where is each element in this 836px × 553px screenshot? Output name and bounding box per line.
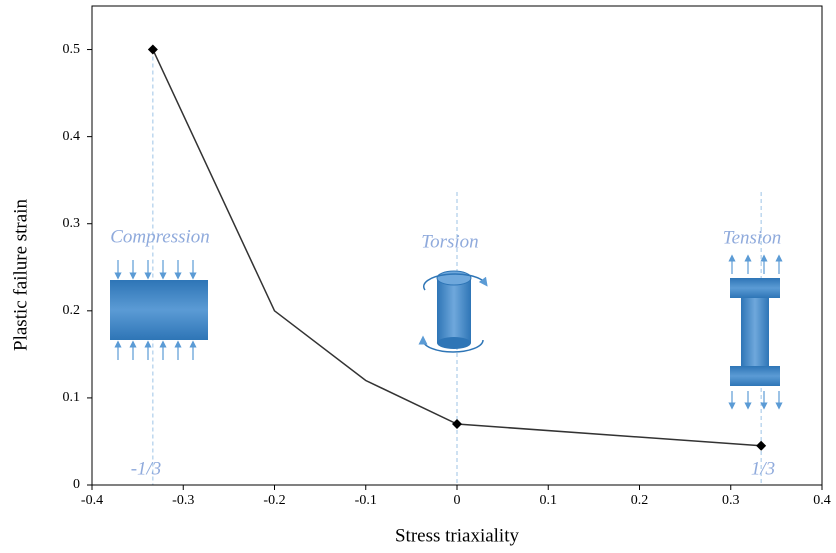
x-tick-label: 0.3 — [722, 493, 740, 508]
annotation: 1/3 — [751, 458, 775, 479]
y-tick-label: 0.1 — [63, 390, 81, 405]
y-axis-title: Plastic failure strain — [10, 199, 31, 351]
x-axis-title: Stress triaxiality — [395, 525, 520, 546]
y-tick-label: 0.5 — [63, 42, 81, 57]
y-tick-label: 0.3 — [63, 216, 81, 231]
tension-icon — [728, 254, 783, 410]
compression-icon — [110, 260, 208, 360]
x-tick-label: -0.4 — [81, 493, 103, 508]
x-tick-label: -0.3 — [172, 493, 194, 508]
x-tick-label: 0 — [454, 493, 461, 508]
x-tick-label: 0.2 — [631, 493, 649, 508]
marker — [147, 44, 158, 55]
annotation: Compression — [110, 226, 210, 247]
line — [152, 49, 762, 447]
x-tick-label: -0.2 — [263, 493, 285, 508]
marker — [452, 419, 462, 430]
x-tick-label: -0.1 — [355, 493, 377, 508]
y-tick-label: 0.4 — [63, 129, 81, 144]
annotation: Tension — [723, 227, 781, 248]
annotation: -1/3 — [131, 458, 162, 479]
x-tick-label: 0.4 — [813, 493, 831, 508]
annotation: Torsion — [421, 231, 478, 252]
marker — [756, 440, 767, 451]
y-tick-label: 0 — [73, 477, 80, 492]
x-tick-label: 0.1 — [540, 493, 558, 508]
torsion-icon — [418, 270, 488, 353]
y-tick-label: 0.2 — [63, 303, 81, 318]
